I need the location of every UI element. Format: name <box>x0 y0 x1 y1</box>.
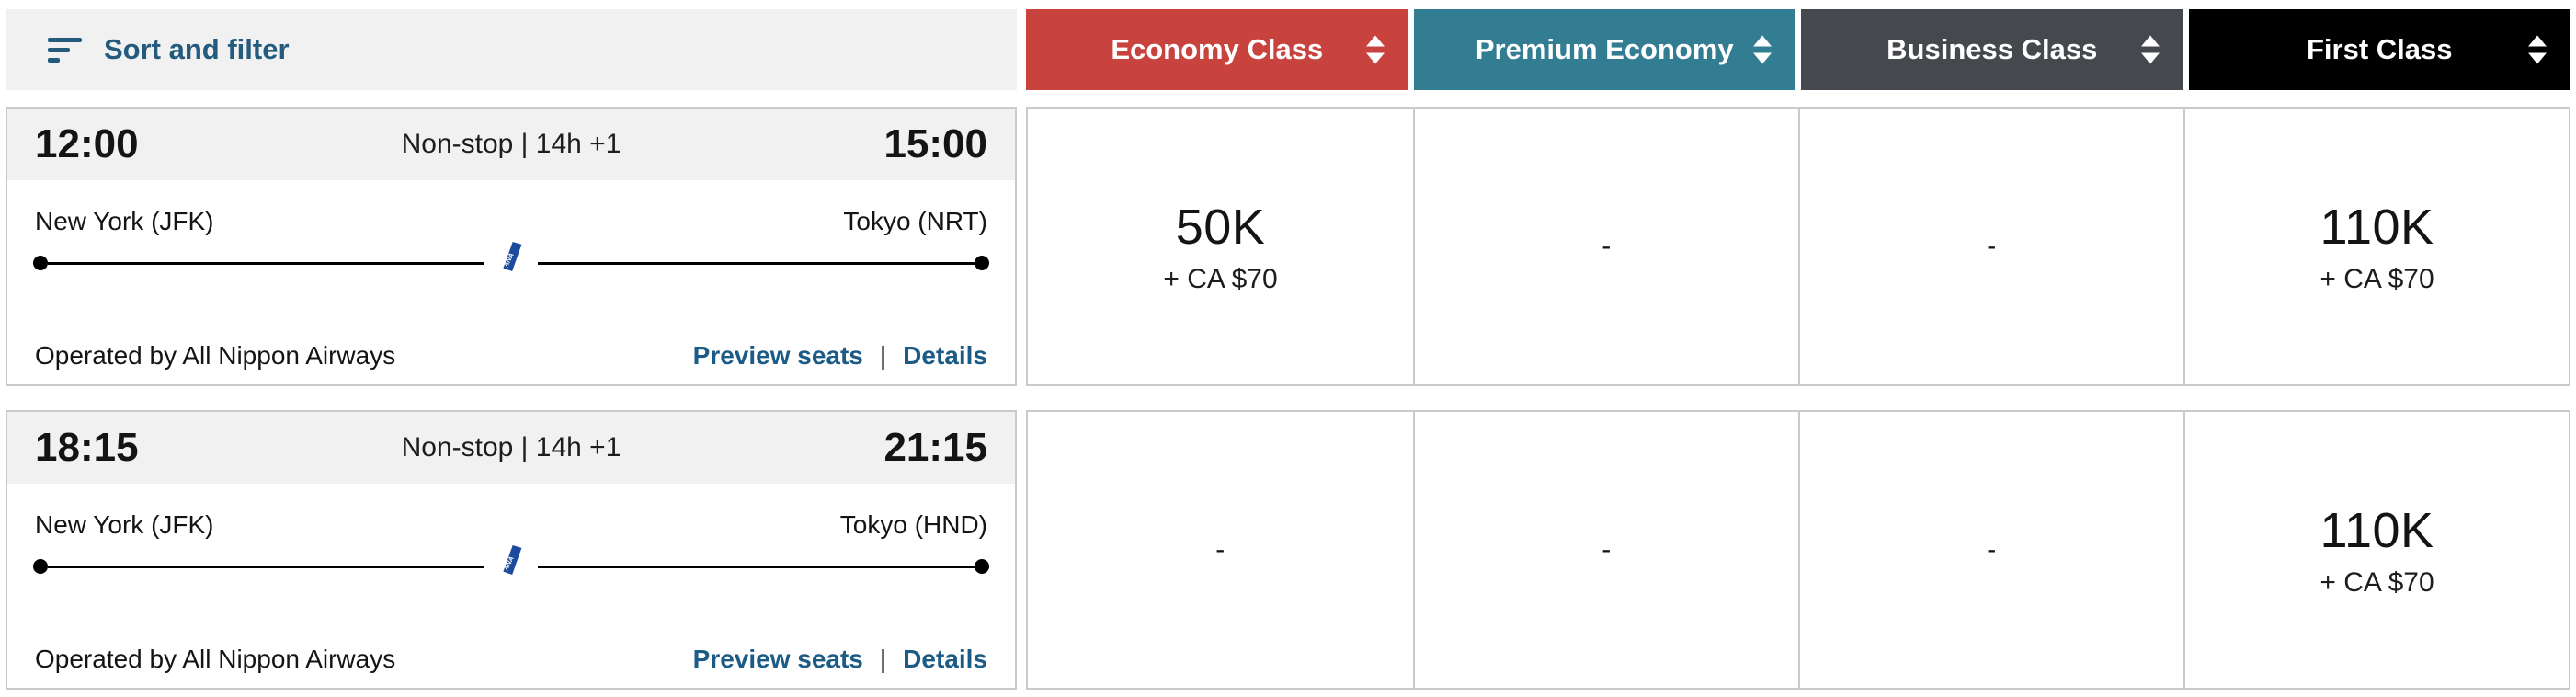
route-airports: New York (JFK) Tokyo (NRT) <box>7 208 1015 235</box>
column-header-label: Economy Class <box>1111 33 1324 65</box>
fare-cell-first[interactable]: 110K + CA $70 <box>2183 109 2569 384</box>
fare-cell-economy: - <box>1028 412 1413 688</box>
column-header-label: Business Class <box>1886 33 2098 65</box>
column-header-label: Premium Economy <box>1475 33 1734 65</box>
column-header-business[interactable]: Business Class <box>1801 9 2183 90</box>
flight-links: Preview seats | Details <box>693 340 987 371</box>
fare-cell-economy[interactable]: 50K + CA $70 <box>1028 109 1413 384</box>
fare-unavailable: - <box>1215 534 1225 565</box>
destination-dot-icon <box>975 256 989 270</box>
origin-dot-icon <box>33 256 48 270</box>
flight-card: 18:15 Non-stop | 14h +1 21:15 New York (… <box>6 410 1017 690</box>
route-segment <box>48 565 484 568</box>
route-segment <box>538 261 975 265</box>
fare-cash: + CA $70 <box>2320 566 2434 598</box>
fare-cash: + CA $70 <box>2320 263 2434 294</box>
preview-seats-link[interactable]: Preview seats <box>692 645 863 673</box>
sort-filter-icon <box>48 37 82 63</box>
flight-result-row: 12:00 Non-stop | 14h +1 15:00 New York (… <box>6 107 2570 386</box>
sort-arrows-icon <box>1753 35 1772 64</box>
stops-and-duration: Non-stop | 14h +1 <box>401 129 621 159</box>
flight-card: 12:00 Non-stop | 14h +1 15:00 New York (… <box>6 107 1017 386</box>
route-airports: New York (JFK) Tokyo (HND) <box>7 511 1015 539</box>
results-header-row: Sort and filter Economy Class Premium Ec… <box>6 9 2570 90</box>
flight-card-footer: Operated by All Nippon Airways Preview s… <box>7 644 1015 675</box>
column-header-premium-economy[interactable]: Premium Economy <box>1413 9 1795 90</box>
fare-miles: 110K <box>2320 199 2434 255</box>
sort-filter-label: Sort and filter <box>104 33 290 65</box>
stops-and-duration: Non-stop | 14h +1 <box>401 432 621 463</box>
fare-cells: - - - 110K + CA $70 <box>1026 410 2570 690</box>
sort-arrows-icon <box>2528 35 2547 64</box>
fare-cell-business: - <box>1798 109 2183 384</box>
sort-arrows-icon <box>1365 35 1385 64</box>
fare-cash: + CA $70 <box>1163 263 1278 294</box>
column-header-label: First Class <box>2306 33 2453 65</box>
links-divider: | <box>879 341 887 370</box>
preview-seats-link[interactable]: Preview seats <box>692 341 863 370</box>
route-segment <box>538 565 975 568</box>
links-divider: | <box>879 645 887 673</box>
destination-dot-icon <box>975 559 989 574</box>
arrival-time: 21:15 <box>883 425 987 470</box>
departure-time: 18:15 <box>35 425 139 470</box>
fare-unavailable: - <box>1987 534 1997 565</box>
flight-times-strip: 12:00 Non-stop | 14h +1 15:00 <box>7 109 1015 180</box>
operated-by-text: Operated by All Nippon Airways <box>35 645 396 673</box>
arrival-time: 15:00 <box>883 121 987 166</box>
route-line: ANA <box>7 545 1015 587</box>
flight-times-strip: 18:15 Non-stop | 14h +1 21:15 <box>7 412 1015 484</box>
sort-and-filter-button[interactable]: Sort and filter <box>6 9 1017 90</box>
ana-tail-logo-icon: ANA <box>497 242 525 271</box>
flight-result-row: 18:15 Non-stop | 14h +1 21:15 New York (… <box>6 410 2570 690</box>
details-link[interactable]: Details <box>903 645 987 673</box>
fare-miles: 110K <box>2320 502 2434 558</box>
column-header-economy[interactable]: Economy Class <box>1026 9 1408 90</box>
ana-tail-logo-icon: ANA <box>497 545 525 575</box>
route-segment <box>48 261 484 265</box>
fare-unavailable: - <box>1987 231 1997 261</box>
route-line: ANA <box>7 242 1015 283</box>
fare-cell-premium-economy: - <box>1413 412 1798 688</box>
fare-cells: 50K + CA $70 - - 110K + CA $70 <box>1026 107 2570 386</box>
fare-cell-premium-economy: - <box>1413 109 1798 384</box>
sort-arrows-icon <box>2140 35 2160 64</box>
details-link[interactable]: Details <box>903 341 987 370</box>
origin-airport: New York (JFK) <box>35 510 214 539</box>
fare-unavailable: - <box>1601 231 1612 261</box>
departure-time: 12:00 <box>35 121 139 166</box>
origin-dot-icon <box>33 559 48 574</box>
flight-card-footer: Operated by All Nippon Airways Preview s… <box>7 340 1015 371</box>
cabin-class-headers: Economy Class Premium Economy Business C… <box>1026 9 2570 90</box>
fare-miles: 50K <box>1175 199 1266 255</box>
origin-airport: New York (JFK) <box>35 207 214 235</box>
column-header-first[interactable]: First Class <box>2188 9 2570 90</box>
destination-airport: Tokyo (NRT) <box>843 207 987 235</box>
flight-links: Preview seats | Details <box>693 644 987 675</box>
fare-cell-business: - <box>1798 412 2183 688</box>
fare-unavailable: - <box>1601 534 1612 565</box>
operated-by-text: Operated by All Nippon Airways <box>35 341 396 370</box>
destination-airport: Tokyo (HND) <box>839 510 987 539</box>
fare-cell-first[interactable]: 110K + CA $70 <box>2183 412 2569 688</box>
